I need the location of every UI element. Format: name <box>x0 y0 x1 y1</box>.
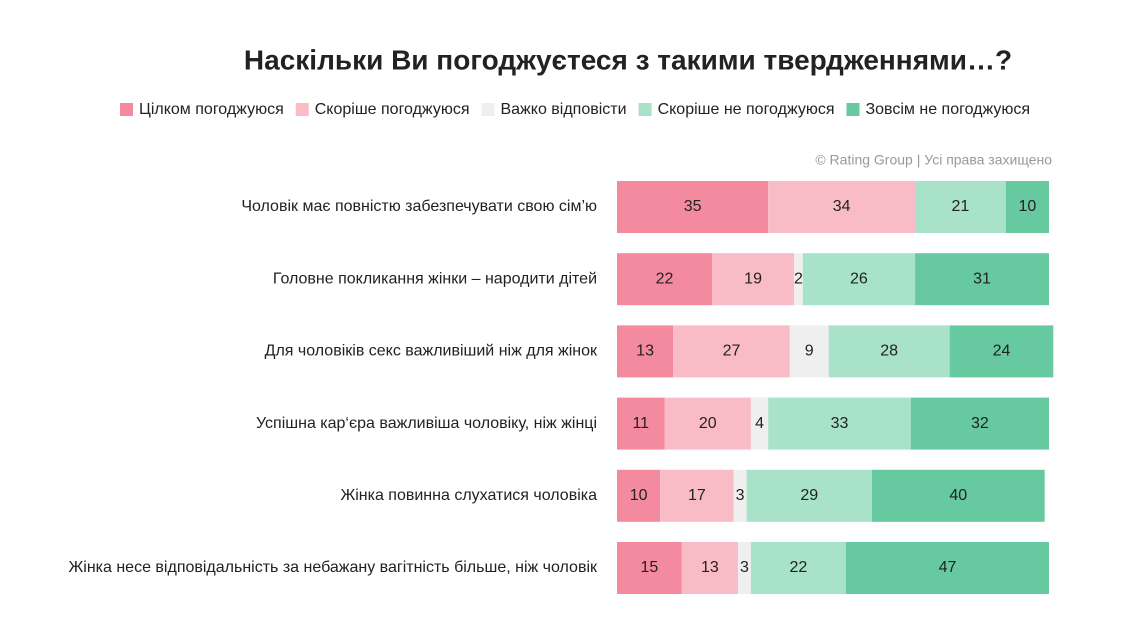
value-label: 40 <box>949 487 967 504</box>
bar-segment <box>789 325 829 378</box>
value-label: 13 <box>636 343 654 360</box>
bar-segment <box>1005 181 1049 233</box>
value-label: 10 <box>1019 198 1037 215</box>
legend-label: Скоріше погоджуюся <box>315 101 470 118</box>
bar-segment <box>673 325 790 378</box>
legend-label: Цілком погоджуюся <box>139 101 284 118</box>
value-label: 28 <box>880 343 898 360</box>
value-label: 15 <box>641 559 659 576</box>
bar-segment <box>802 253 916 306</box>
bar-segment <box>949 325 1054 378</box>
bar-segment <box>794 253 803 306</box>
value-label: 22 <box>790 559 808 576</box>
value-label: 21 <box>952 198 970 215</box>
bar-segment <box>617 469 661 522</box>
bar-segment <box>737 542 751 594</box>
category-label: Жінка повинна слухатися чоловіка <box>340 487 597 504</box>
bar-segment <box>660 469 734 522</box>
value-label: 47 <box>939 559 957 576</box>
bar-segment <box>617 397 665 450</box>
legend-swatch <box>481 103 495 116</box>
bar-segment <box>871 469 1045 522</box>
legend-swatch <box>120 103 133 116</box>
chart-title: Наскільки Ви погоджуєтеся з такими тверд… <box>244 44 1012 75</box>
value-label: 11 <box>632 415 649 432</box>
value-label: 13 <box>701 559 719 576</box>
legend-swatch <box>846 103 860 116</box>
value-label: 20 <box>699 415 717 432</box>
legend-label: Важко відповісти <box>500 101 626 118</box>
value-label: 27 <box>723 343 741 360</box>
value-label: 9 <box>805 343 814 360</box>
value-label: 4 <box>755 415 764 432</box>
value-label: 26 <box>850 270 868 287</box>
category-label: Чоловік має повністю забезпечувати свою … <box>241 198 597 215</box>
bar-segment <box>915 181 1006 233</box>
legend-swatch <box>295 103 309 116</box>
category-label: Для чоловіків секс важливіший ніж для жі… <box>265 343 598 360</box>
bar-segment <box>750 542 846 594</box>
value-label: 2 <box>794 270 803 287</box>
value-label: 3 <box>736 487 745 504</box>
value-label: 31 <box>973 270 991 287</box>
bar-segment <box>733 469 747 522</box>
value-label: 22 <box>656 270 674 287</box>
bar-segment <box>617 325 674 378</box>
value-label: 3 <box>740 559 749 576</box>
value-label: 29 <box>800 487 818 504</box>
bar-segment <box>681 542 738 594</box>
bar-segment <box>845 542 1049 594</box>
bar-segment <box>768 397 911 450</box>
bar-segment <box>915 253 1049 306</box>
bar-segment <box>617 253 713 306</box>
bar-segment <box>617 542 682 594</box>
bar-segment <box>712 253 795 306</box>
legend-label: Скоріше не погоджуюся <box>658 101 835 118</box>
value-label: 33 <box>831 415 849 432</box>
bar-segment <box>617 181 769 233</box>
value-label: 17 <box>688 487 706 504</box>
value-label: 32 <box>971 415 989 432</box>
legend-swatch <box>638 103 652 116</box>
legend-label: Зовсім не погоджуюся <box>865 101 1030 118</box>
value-label: 10 <box>630 487 648 504</box>
category-label: Головне покликання жінки – народити діте… <box>273 270 597 287</box>
bar-segment <box>910 397 1049 450</box>
source-note: © Rating Group | Усі права захищено <box>815 152 1052 168</box>
category-label: Успішна кар‘єра важливіша чоловіку, ніж … <box>256 415 597 432</box>
value-label: 19 <box>744 270 762 287</box>
bar-segment <box>746 469 872 522</box>
bar-segment <box>750 397 769 450</box>
bar-segment <box>768 181 916 233</box>
category-label: Жінка несе відповідальність за небажану … <box>68 559 598 576</box>
value-label: 34 <box>833 198 851 215</box>
bar-segment <box>664 397 751 450</box>
bar-segment <box>828 325 950 378</box>
value-label: 24 <box>993 343 1011 360</box>
value-label: 35 <box>684 198 702 215</box>
